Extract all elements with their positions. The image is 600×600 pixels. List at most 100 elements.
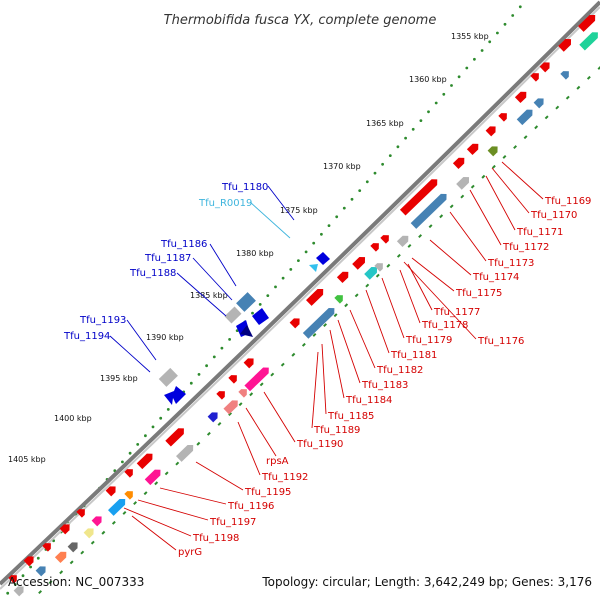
gene-label[interactable]: Tfu_1186	[160, 239, 207, 250]
gene-feature	[302, 308, 335, 339]
gene-feature	[498, 113, 507, 122]
leader-line	[407, 263, 433, 311]
gene-feature	[516, 109, 533, 126]
gene-feature	[165, 428, 184, 447]
gene-feature	[238, 389, 247, 398]
gene-feature	[456, 177, 470, 190]
gene-label[interactable]: Tfu_1198	[192, 533, 239, 544]
inner-strand-features	[8, 14, 598, 597]
tick-dash	[449, 204, 454, 209]
tick-dash	[228, 412, 233, 416]
gene-label[interactable]: Tfu_1185	[327, 411, 374, 422]
gene-label[interactable]: Tfu_1177	[433, 307, 480, 318]
gene-label[interactable]: Tfu_1181	[390, 350, 437, 361]
gene-label[interactable]: Tfu_1184	[345, 395, 392, 406]
tick-dash	[555, 105, 560, 110]
gene-label[interactable]: Tfu_1169	[544, 196, 591, 207]
tick-dot	[442, 92, 446, 96]
gene-feature	[124, 469, 133, 478]
gene-feature	[578, 14, 596, 32]
tick-dot	[503, 22, 507, 26]
leader-line	[263, 391, 296, 443]
gene-feature	[530, 73, 539, 82]
gene-label[interactable]: Tfu_1189	[313, 425, 360, 436]
leader-line	[123, 507, 192, 537]
tick-dash	[175, 461, 180, 466]
gene-label[interactable]: Tfu_1193	[79, 315, 126, 326]
gene-label[interactable]: Tfu_1197	[209, 517, 256, 528]
leader-line	[485, 175, 516, 231]
tick-dot	[21, 574, 25, 578]
leader-line	[245, 407, 277, 457]
gene-label[interactable]: Tfu_1196	[227, 501, 274, 512]
tick-dot	[166, 408, 170, 411]
leader-line	[131, 515, 177, 551]
gene-feature	[83, 528, 94, 539]
gene-label[interactable]: Tfu_1180	[221, 182, 268, 193]
tick-dot	[427, 110, 430, 114]
tick-dash	[196, 441, 201, 446]
tick-dash	[428, 224, 433, 229]
gene-label[interactable]: Tfu_1178	[421, 320, 468, 331]
leader-line	[349, 309, 376, 369]
genome-summary-text: Topology: circular; Length: 3,642,249 bp…	[261, 575, 592, 589]
tick-dot	[281, 276, 285, 280]
gene-label[interactable]: Tfu_1176	[477, 336, 524, 347]
outer-strand-features	[158, 252, 330, 405]
tick-dot	[312, 241, 316, 245]
gene-feature	[560, 71, 569, 80]
gene-label[interactable]: Tfu_R0019	[198, 198, 252, 209]
gene-label[interactable]: rpsA	[266, 456, 289, 467]
gene-arrow	[252, 308, 269, 325]
leader-line	[321, 343, 327, 415]
tick-dash	[249, 392, 254, 397]
gene-label[interactable]: Tfu_1188	[129, 268, 176, 279]
gene-label[interactable]: Tfu_1194	[63, 331, 110, 342]
leader-line	[126, 319, 157, 361]
gene-label[interactable]: Tfu_1183	[361, 380, 408, 391]
tick-dash	[354, 293, 359, 298]
gene-block	[236, 292, 256, 312]
gene-label[interactable]: Tfu_1170	[530, 210, 577, 221]
gene-label[interactable]: Tfu_1182	[376, 365, 423, 376]
gene-label[interactable]: Tfu_1190	[296, 439, 343, 450]
map-title: Thermobifida fusca YX, complete genome	[164, 13, 437, 28]
gene-label[interactable]: Tfu_1174	[472, 272, 519, 283]
gene-label[interactable]: Tfu_1173	[487, 258, 534, 269]
gene-label[interactable]: Tfu_1179	[405, 335, 452, 346]
tick-dash	[154, 481, 159, 486]
tick-dot	[511, 14, 515, 17]
gene-label[interactable]: Tfu_1175	[455, 288, 502, 299]
leader-line	[192, 257, 233, 301]
tick-dot	[373, 171, 377, 175]
tick-dash	[111, 520, 116, 525]
tick-dot	[396, 145, 400, 149]
tick-dot	[159, 416, 163, 420]
gene-feature	[370, 243, 379, 252]
gene-label[interactable]: pyrG	[178, 547, 202, 558]
gene-feature	[485, 126, 496, 137]
gene-feature	[76, 509, 85, 518]
tick-dash	[133, 501, 138, 505]
kbp-label: 1365 kbp	[366, 119, 404, 128]
tick-dash	[69, 560, 74, 565]
gene-feature	[306, 288, 324, 306]
tick-dash	[333, 313, 338, 318]
tick-dash	[439, 214, 444, 219]
tick-dot	[197, 373, 201, 376]
tick-dot	[274, 285, 277, 289]
gene-label[interactable]: Tfu_1192	[261, 472, 308, 483]
leader-line	[381, 277, 405, 339]
kbp-label: 1375 kbp	[280, 206, 318, 215]
tick-dash	[513, 145, 518, 149]
gene-label[interactable]: Tfu_1187	[144, 253, 191, 264]
tick-dot	[189, 381, 193, 385]
gene-label[interactable]: Tfu_1172	[502, 242, 549, 253]
gene-arrow	[240, 325, 253, 337]
gene-feature	[144, 469, 161, 486]
tick-dash	[407, 244, 412, 248]
gene-feature	[352, 257, 366, 270]
tick-dash	[491, 164, 496, 169]
gene-label[interactable]: Tfu_1171	[516, 227, 563, 238]
gene-label[interactable]: Tfu_1195	[244, 487, 291, 498]
